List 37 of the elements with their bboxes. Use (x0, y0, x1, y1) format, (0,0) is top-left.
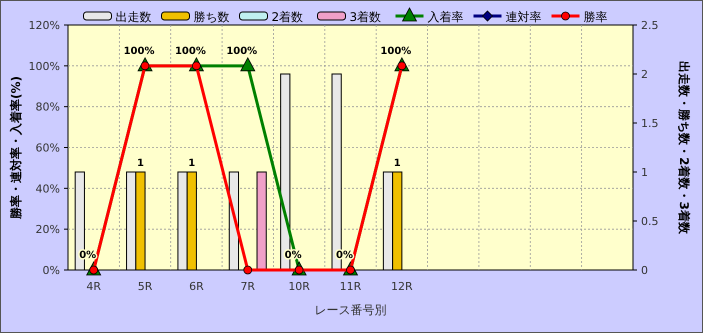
y-tick-label: 0% (42, 264, 60, 277)
y2-tick-label: 1.5 (641, 117, 658, 130)
x-axis-title: レース番号別 (314, 303, 386, 317)
x-tick-label: 10R (288, 280, 310, 293)
y2-tick-label: 0.5 (641, 215, 658, 228)
y2-tick-label: 1 (641, 166, 648, 179)
legend-label: 勝ち数 (194, 10, 230, 24)
legend-label: 勝率 (584, 10, 608, 24)
data-label: 100% (380, 46, 412, 57)
x-tick-label: 4R (86, 280, 102, 293)
x-tick-label: 5R (138, 280, 153, 293)
data-label: 100% (174, 46, 206, 57)
y-tick-label: 120% (28, 19, 60, 32)
data-label: 100% (124, 46, 154, 57)
legend-label: 3着数 (350, 10, 382, 24)
x-tick-label: 7R (240, 280, 256, 293)
y-tick-label: 40% (36, 182, 60, 196)
x-tick-label: 12R (391, 280, 414, 293)
x-tick-label: 11R (340, 280, 362, 293)
y2-tick-label: 2.5 (641, 19, 658, 32)
y-axis-title: 勝率・連対率・入着率(%) (9, 76, 23, 220)
legend-label: 連対率 (506, 10, 542, 24)
legend-label: 2着数 (272, 10, 304, 24)
data-label: 100% (226, 46, 258, 57)
y2-tick-label: 0 (641, 264, 648, 277)
y2-axis-title: 出走数・勝ち数・2着数・3着数 (677, 61, 691, 235)
y-tick-label: 60% (36, 142, 60, 154)
data-label: 1 (188, 158, 196, 169)
legend-label: 入着率 (428, 10, 464, 24)
y-tick-label: 100% (28, 60, 60, 73)
y2-tick-label: 2 (641, 68, 648, 81)
x-tick-label: 6R (189, 280, 204, 293)
data-label: 1 (136, 158, 144, 169)
legend-label: 出走数 (116, 10, 152, 24)
data-label: 1 (394, 158, 401, 169)
y-tick-label: 80% (36, 100, 60, 114)
y-tick-label: 20% (36, 223, 60, 236)
